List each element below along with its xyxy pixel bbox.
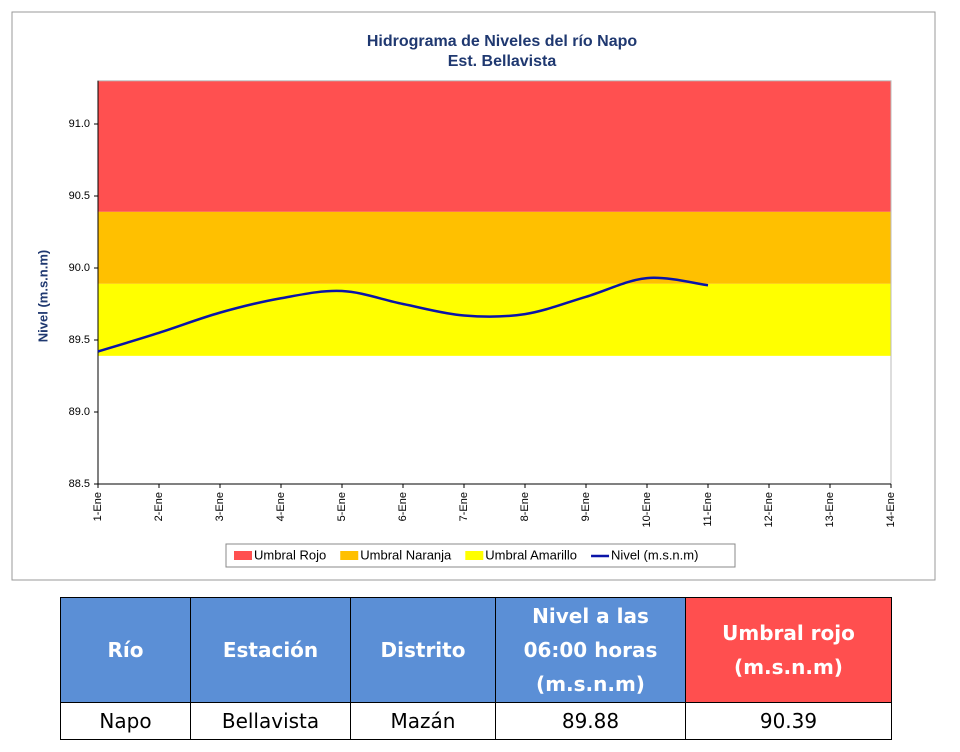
legend-swatch bbox=[340, 551, 359, 560]
x-tick-label: 4-Ene bbox=[275, 492, 287, 521]
legend-label: Umbral Naranja bbox=[360, 547, 452, 562]
y-axis-label: Nivel (m.s.n.m) bbox=[35, 250, 50, 342]
x-tick-label: 11-Ene bbox=[702, 492, 714, 527]
cell: 89.88 bbox=[495, 702, 686, 740]
y-tick-label: 89.5 bbox=[69, 334, 90, 346]
x-tick-label: 14-Ene bbox=[885, 492, 897, 527]
y-tick-label: 90.0 bbox=[69, 262, 90, 274]
chart: Hidrograma de Niveles del río Napo Est. … bbox=[11, 11, 936, 581]
x-tick-label: 7-Ene bbox=[458, 492, 470, 521]
legend-label: Umbral Amarillo bbox=[485, 547, 577, 562]
x-tick-label: 1-Ene bbox=[92, 492, 104, 521]
cell: Mazán bbox=[350, 702, 496, 740]
header-cell: Nivel a las 06:00 horas (m.s.n.m) bbox=[495, 597, 686, 703]
x-tick-label: 8-Ene bbox=[519, 492, 531, 521]
threshold-band bbox=[98, 211, 891, 284]
y-tick-label: 90.5 bbox=[69, 190, 90, 202]
x-tick-label: 13-Ene bbox=[824, 492, 836, 527]
legend-swatch bbox=[465, 551, 484, 560]
threshold-band bbox=[98, 283, 891, 356]
y-tick-label: 89.0 bbox=[69, 406, 90, 418]
y-tick-label: 91.0 bbox=[69, 118, 90, 130]
header-cell: Umbral rojo (m.s.n.m) bbox=[685, 597, 892, 703]
data-table: Río Estación Distrito Nivel a las 06:00 hor… bbox=[60, 597, 892, 740]
threshold-band bbox=[98, 80, 891, 212]
cell: 90.39 bbox=[685, 702, 892, 740]
legend-label: Nivel (m.s.n.m) bbox=[611, 547, 698, 562]
x-tick-label: 9-Ene bbox=[580, 492, 592, 521]
level-line bbox=[97, 276, 709, 353]
x-tick-label: 10-Ene bbox=[641, 492, 653, 527]
cell: Bellavista bbox=[190, 702, 351, 740]
header-cell: Distrito bbox=[350, 597, 496, 703]
chart-subtitle: Est. Bellavista bbox=[448, 53, 557, 70]
chart-title: Hidrograma de Niveles del río Napo bbox=[367, 33, 638, 50]
y-tick-label: 88.5 bbox=[69, 478, 90, 490]
header-cell: Estación bbox=[190, 597, 351, 703]
x-tick-label: 2-Ene bbox=[153, 492, 165, 521]
x-tick-label: 6-Ene bbox=[397, 492, 409, 521]
cell: Napo bbox=[60, 702, 191, 740]
x-tick-label: 12-Ene bbox=[763, 492, 775, 527]
legend-label: Umbral Rojo bbox=[254, 547, 326, 562]
legend-swatch bbox=[234, 551, 252, 560]
header-cell: Río bbox=[60, 597, 191, 703]
x-tick-label: 3-Ene bbox=[214, 492, 226, 521]
x-tick-label: 5-Ene bbox=[336, 492, 348, 521]
